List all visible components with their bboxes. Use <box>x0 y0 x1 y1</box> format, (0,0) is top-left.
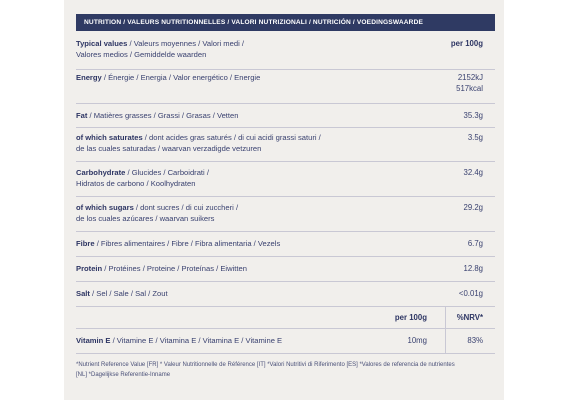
row-value: 6.7g <box>467 239 483 248</box>
footnote-line-2: [NL] *Dagelijkse Referentie-Inname <box>76 371 171 378</box>
table-row: Fat / Matières grasses / Grassi / Grasas… <box>76 104 495 128</box>
table-row: Protein / Protéines / Proteine / Proteín… <box>76 257 495 282</box>
table-row: Energy / Énergie / Energia / Valor energ… <box>76 70 495 104</box>
row-label: Protein / Protéines / Proteine / Proteín… <box>76 264 247 273</box>
row-label: of which sugars / dont sucres / di cui z… <box>76 203 239 223</box>
row-label: Vitamin E / Vitamine E / Vitamina E / Vi… <box>76 336 283 345</box>
table-row: Typical values / Valeurs moyennes / Valo… <box>76 36 495 70</box>
row-label: Salt / Sel / Sale / Sal / Zout <box>76 289 168 298</box>
vitamin-nrv: 83% <box>467 336 483 345</box>
row-label: Fibre / Fibres alimentaires / Fibre / Fi… <box>76 239 281 248</box>
nutrition-panel <box>64 0 504 400</box>
row-value-kcal: 517kcal <box>456 84 483 93</box>
column-divider <box>445 329 446 353</box>
column-divider <box>445 307 446 328</box>
row-value: 35.3g <box>463 111 483 120</box>
table-row: Fibre / Fibres alimentaires / Fibre / Fi… <box>76 232 495 257</box>
row-label: Carbohydrate / Glucides / Carboidrati / H… <box>76 168 209 188</box>
row-value: 12.8g <box>463 264 483 273</box>
row-label: of which saturates / dont acides gras sa… <box>76 133 321 153</box>
row-label: Typical values / Valeurs moyennes / Valo… <box>76 39 244 59</box>
row-value: <0.01g <box>458 289 483 298</box>
row-value: 32.4g <box>463 168 483 177</box>
table-row: Carbohydrate / Glucides / Carboidrati / H… <box>76 162 495 197</box>
row-label: Fat / Matières grasses / Grassi / Grasas… <box>76 111 239 120</box>
footnote: *Nutrient Reference Value [FR] * Valeur … <box>76 361 476 380</box>
row-value: per 100g <box>450 39 483 48</box>
per100-header: per 100g <box>394 313 427 322</box>
nrv-header: %NRV* <box>456 313 483 322</box>
row-value: 29.2g <box>463 203 483 212</box>
vitamin-header-row: per 100g %NRV* <box>76 307 495 329</box>
vitamin-amount: 10mg <box>407 336 427 345</box>
nutrition-header: NUTRITION / VALEURS NUTRITIONNELLES / VA… <box>76 14 495 31</box>
table-row: Salt / Sel / Sale / Sal / Zout <0.01g <box>76 282 495 307</box>
table-row: of which saturates / dont acides gras sa… <box>76 128 495 162</box>
row-label: Energy / Énergie / Energia / Valor energ… <box>76 73 261 82</box>
vitamin-row: Vitamin E / Vitamine E / Vitamina E / Vi… <box>76 329 495 354</box>
table-row: of which sugars / dont sucres / di cui z… <box>76 197 495 232</box>
row-value: 3.5g <box>467 133 483 142</box>
row-value: 2152kJ <box>457 73 483 82</box>
footnote-line-1: *Nutrient Reference Value [FR] * Valeur … <box>76 362 455 368</box>
